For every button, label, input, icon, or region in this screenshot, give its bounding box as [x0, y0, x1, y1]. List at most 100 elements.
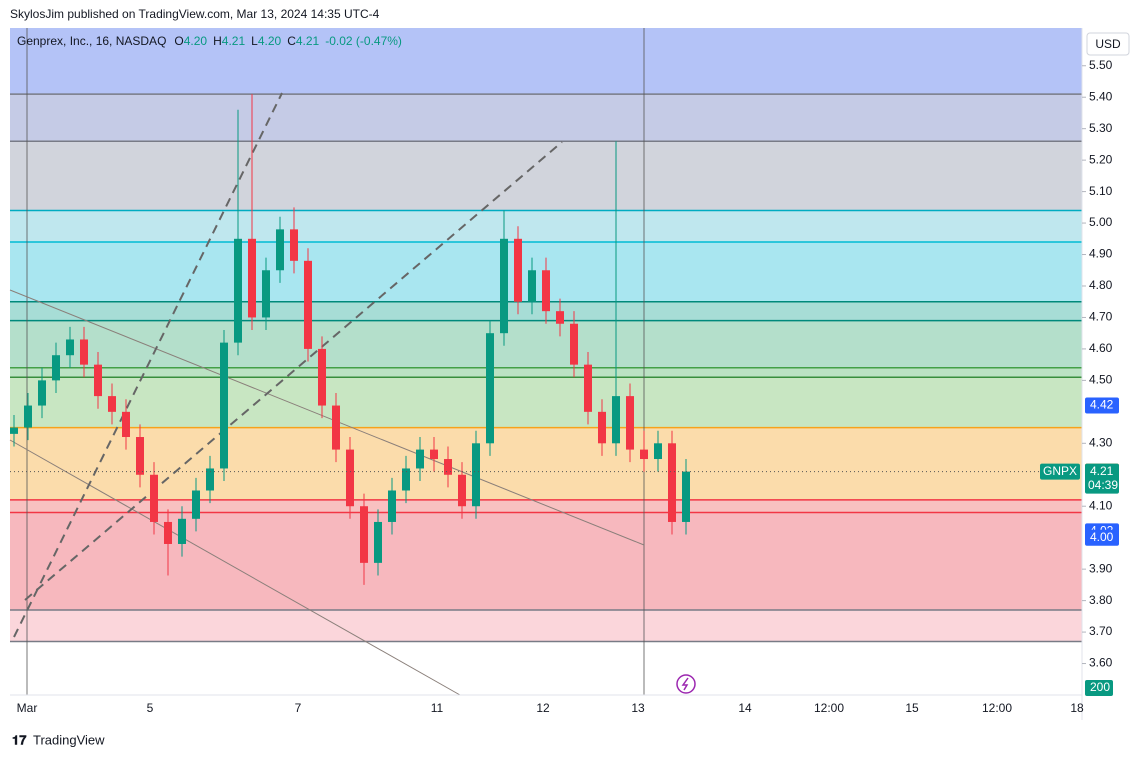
currency: USD	[1095, 37, 1121, 51]
candle-body	[486, 333, 494, 444]
candle-body	[402, 468, 410, 491]
band	[10, 499, 1082, 513]
ohlc-key: L	[251, 34, 258, 48]
candle-body	[52, 355, 60, 381]
last-price-badge	[1085, 463, 1119, 494]
candle-body	[38, 380, 46, 406]
plot-area	[9, 28, 1082, 696]
candle-body	[136, 437, 144, 475]
y-tick-label: 4.60	[1089, 341, 1113, 355]
candle-body	[234, 238, 242, 343]
band	[10, 610, 1082, 642]
volume-label: 200	[1090, 680, 1110, 694]
x-tick-label: 5	[147, 701, 154, 715]
candle-body	[612, 396, 620, 444]
candle-body	[514, 238, 522, 302]
band	[10, 210, 1082, 242]
currency-button[interactable]	[1086, 32, 1130, 56]
axes: 5.50 5.40 5.30 5.20 5.10 5.00 4.90 4.80 4.70 4.60…	[17, 58, 1119, 715]
candle-body	[276, 229, 284, 271]
ohlc-value: 4.20	[258, 34, 282, 48]
y-tick-label: 5.10	[1089, 184, 1113, 198]
change: -0.02 (-0.47%)	[325, 34, 402, 48]
x-tick-label: 12	[536, 701, 550, 715]
x-tick-label: Mar	[17, 701, 38, 715]
candle-body	[220, 342, 228, 469]
band	[10, 427, 1082, 500]
candle-body	[444, 459, 452, 475]
x-tick-label: 12:00	[982, 701, 1012, 715]
drawings	[9, 28, 696, 696]
candle-body	[556, 311, 564, 324]
x-tick-label: 7	[295, 701, 302, 715]
candle-body	[388, 490, 396, 522]
band	[10, 28, 1082, 95]
y-tick-label: 3.70	[1089, 624, 1113, 638]
y-tick-label: 4.50	[1089, 373, 1113, 387]
ohlc-key: H	[213, 34, 222, 48]
event-icon-bolt	[681, 677, 689, 691]
band	[10, 377, 1082, 428]
band	[10, 320, 1082, 368]
publish-header: SkylosJim published on TradingView.com, …	[10, 7, 380, 21]
trend-line	[9, 439, 461, 696]
candle-body	[66, 339, 74, 356]
candle-body	[10, 427, 18, 434]
candle-body	[108, 396, 116, 412]
band	[10, 512, 1082, 611]
x-tick-label: 15	[905, 701, 919, 715]
legend: Genprex, Inc., 16, NASDAQ O 4.20 H 4.21 L 4.20…	[17, 34, 402, 48]
y-tick-label: 3.90	[1089, 561, 1113, 575]
price-badge-label: 4.00	[1090, 530, 1114, 544]
ohlc-value: 4.20	[184, 34, 208, 48]
x-tick-label: 13	[631, 701, 645, 715]
ohlc-value: 4.21	[222, 34, 246, 48]
y-tick-label: 4.90	[1089, 247, 1113, 261]
candle-body	[150, 474, 158, 522]
dashed-trend	[24, 141, 563, 601]
candle-body	[626, 396, 634, 450]
ohlc-key: O	[174, 34, 183, 48]
symbol-label: GNPX	[1043, 464, 1077, 478]
footer-brand: TradingView	[33, 732, 105, 747]
y-tick-label: 5.00	[1089, 215, 1113, 229]
band	[10, 141, 1082, 211]
candle-body	[472, 443, 480, 507]
candle-body	[290, 229, 298, 261]
band	[10, 641, 1082, 695]
candle-body	[640, 449, 648, 460]
candle-body	[682, 471, 690, 522]
candle-body	[332, 405, 340, 450]
candle-body	[206, 468, 214, 491]
candle-body	[346, 449, 354, 507]
symbol-badge	[1040, 463, 1080, 480]
candle-body	[122, 411, 130, 438]
candle-body	[318, 348, 326, 406]
candle-body	[598, 411, 606, 444]
volume-badge	[1085, 680, 1113, 696]
event-icon[interactable]	[676, 674, 696, 694]
candle-body	[80, 339, 88, 365]
y-tick-label: 5.50	[1089, 58, 1113, 72]
candle-body	[458, 474, 466, 507]
candle-body	[668, 443, 676, 522]
ohlc-value: 4.21	[296, 34, 320, 48]
x-tick-label: 12:00	[814, 701, 844, 715]
symbol-title: Genprex, Inc., 16, NASDAQ	[17, 34, 166, 48]
candle-body	[360, 506, 368, 563]
candle-body	[584, 364, 592, 412]
candle-body	[192, 490, 200, 519]
last-price-label: 4.21	[1090, 464, 1114, 478]
y-tick-label: 3.60	[1089, 656, 1113, 670]
candle-body	[178, 518, 186, 544]
price-badge	[1085, 397, 1119, 414]
candle-body	[374, 521, 382, 563]
candle-body	[262, 270, 270, 318]
price-axis-bg	[1082, 28, 1143, 695]
candle-body	[248, 238, 256, 318]
trend-line	[9, 289, 645, 546]
band	[10, 367, 1082, 378]
candle-body	[654, 443, 662, 460]
y-tick-label: 5.40	[1089, 89, 1113, 103]
